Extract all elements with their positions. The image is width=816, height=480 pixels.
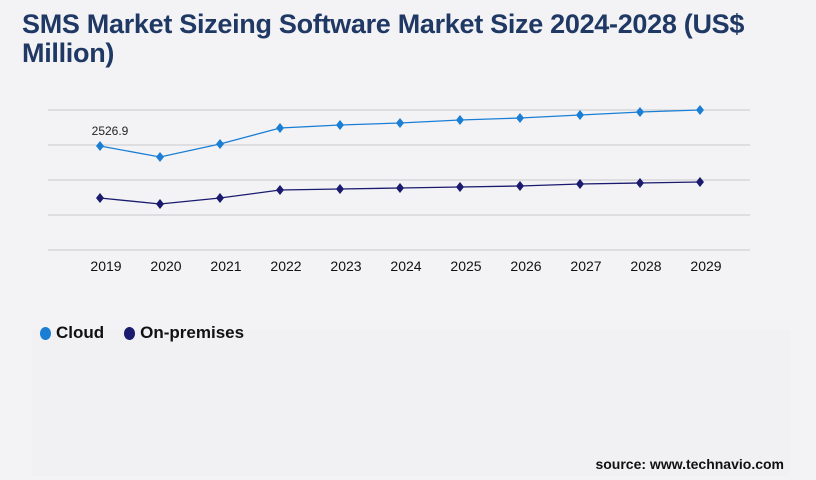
x-tick-label: 2022 <box>270 258 301 274</box>
data-point <box>276 185 284 195</box>
x-tick-label: 2019 <box>90 258 121 274</box>
data-point <box>96 141 104 152</box>
x-tick-label: 2026 <box>510 258 541 274</box>
data-point <box>636 178 644 189</box>
data-point <box>696 105 704 115</box>
data-point <box>216 193 224 204</box>
legend-label: On-premises <box>140 323 245 342</box>
data-point <box>96 193 104 204</box>
chart-title: SMS Market Sizeing Software Market Size … <box>22 9 745 68</box>
x-tick-label: 2027 <box>570 258 601 274</box>
legend-item-on-premises[interactable]: On-premises <box>124 323 244 343</box>
data-point <box>396 118 404 129</box>
data-point <box>516 181 524 192</box>
data-point <box>696 177 704 188</box>
data-label: 2526.9 <box>92 124 129 138</box>
x-tick-label: 2021 <box>210 258 241 274</box>
data-point <box>336 184 344 195</box>
x-tick-label: 2023 <box>330 258 361 274</box>
data-point <box>156 198 164 209</box>
data-point <box>516 113 524 124</box>
x-tick-label: 2020 <box>150 258 181 274</box>
legend-label: Cloud <box>56 323 105 342</box>
x-tick-label: 2029 <box>690 258 721 274</box>
legend-item-cloud[interactable]: Cloud <box>40 323 104 343</box>
series-line-cloud <box>99 109 701 158</box>
line-chart: 2019 2020 2021 2022 2023 2024 2025 2026 2027 2028… <box>48 105 750 274</box>
cloud-marker-icon <box>40 326 51 340</box>
data-point <box>576 178 584 189</box>
lower-panel <box>32 330 790 476</box>
data-point <box>336 120 344 131</box>
x-tick-label: 2025 <box>450 258 481 274</box>
data-point <box>216 138 224 149</box>
data-point <box>156 151 164 162</box>
data-point <box>396 183 404 194</box>
x-tick-label: 2024 <box>390 258 421 274</box>
data-point <box>456 115 464 125</box>
data-point <box>456 181 464 192</box>
data-point <box>576 110 584 121</box>
on-premises-marker-icon <box>124 326 136 340</box>
data-point <box>276 123 284 134</box>
source-note: source: www.technavio.com <box>595 456 784 472</box>
x-tick-label: 2028 <box>630 258 661 274</box>
data-point <box>636 107 644 118</box>
legend: Cloud On-premises <box>40 323 244 343</box>
